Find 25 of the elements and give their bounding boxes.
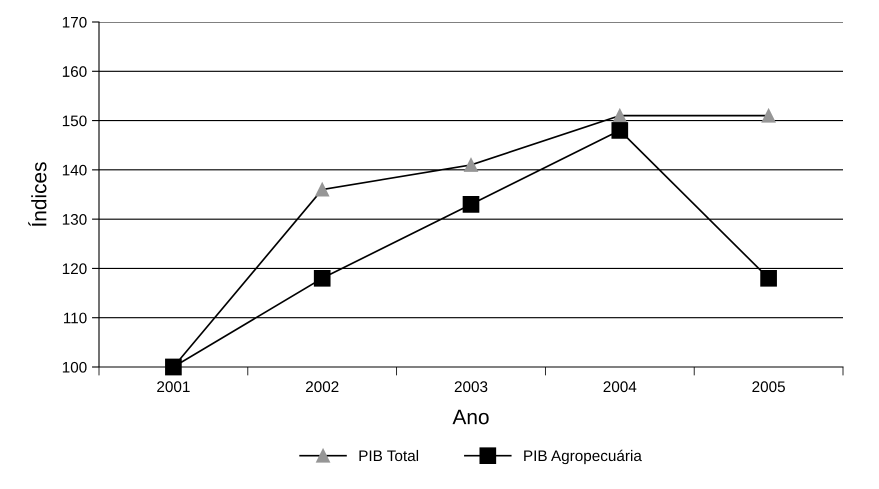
point bbox=[762, 108, 776, 123]
x-tick-label: 2005 bbox=[752, 381, 785, 392]
y-tick-label: 100 bbox=[62, 362, 87, 373]
x-tick-label: 2003 bbox=[454, 381, 488, 392]
point bbox=[760, 270, 777, 287]
legend-label: PIB Total bbox=[359, 450, 418, 462]
y-tick-label: 120 bbox=[62, 263, 87, 274]
point bbox=[464, 158, 478, 172]
point bbox=[611, 122, 628, 139]
y-tick-label: 130 bbox=[62, 214, 87, 225]
x-tick-label: 2004 bbox=[604, 381, 636, 392]
y-tick-label: 160 bbox=[62, 66, 87, 77]
y-tick-label: 140 bbox=[62, 164, 87, 176]
x-tick-label: 2001 bbox=[157, 381, 190, 392]
point bbox=[612, 108, 627, 123]
point bbox=[462, 196, 480, 213]
point bbox=[315, 182, 330, 197]
y-axis-title: Índices bbox=[28, 162, 46, 226]
x-axis-title: Ano bbox=[452, 410, 489, 424]
legend-label: PIB Agropecuária bbox=[524, 450, 642, 464]
point bbox=[314, 270, 331, 287]
x-tick-label: 2002 bbox=[306, 381, 338, 392]
y-tick-label: 170 bbox=[62, 16, 87, 28]
y-tick-label: 150 bbox=[62, 115, 87, 126]
y-tick-label: 110 bbox=[64, 312, 87, 324]
